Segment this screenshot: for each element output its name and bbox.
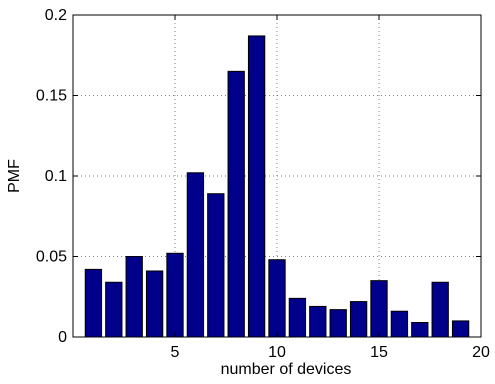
bar: [309, 305, 327, 338]
y-tick-label: 0.05: [36, 249, 67, 266]
bar: [370, 280, 388, 338]
bar: [145, 270, 164, 338]
bar: [125, 256, 143, 338]
y-tick-label: 0.2: [45, 7, 67, 24]
bar: [451, 320, 470, 338]
x-axis-label: number of devices: [221, 361, 352, 378]
ticks: 5 10 15 20 0 0.05 0.1 0.15 0.2: [36, 7, 490, 361]
y-tick-label: 0: [58, 329, 67, 346]
bar: [349, 301, 368, 338]
bar: [288, 297, 307, 338]
bar: [431, 281, 449, 338]
y-tick-label: 0.1: [45, 168, 67, 185]
bar: [329, 309, 347, 338]
y-axis-label: PMF: [6, 159, 23, 193]
bar: [247, 35, 266, 338]
bar: [207, 193, 225, 338]
x-tick-label: 5: [171, 344, 180, 361]
bar: [105, 281, 123, 338]
bar: [268, 259, 286, 338]
x-tick-label: 20: [472, 344, 490, 361]
bar: [227, 70, 245, 338]
x-tick-label: 10: [268, 344, 286, 361]
bar: [411, 322, 429, 338]
bar: [166, 252, 184, 338]
bar: [84, 268, 103, 338]
y-tick-label: 0.15: [36, 88, 67, 105]
bar: [390, 310, 409, 338]
bars: [84, 35, 470, 338]
bar: [186, 172, 205, 338]
x-tick-label: 15: [370, 344, 388, 361]
